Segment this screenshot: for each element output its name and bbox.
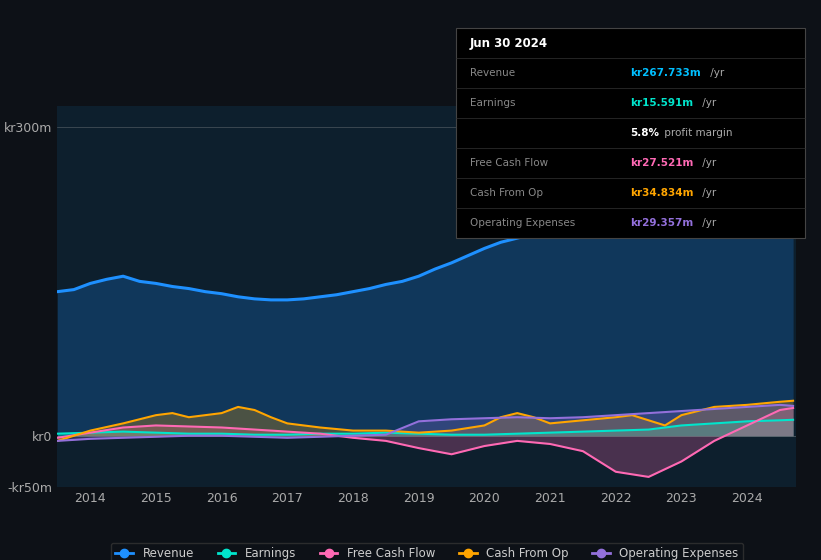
- Legend: Revenue, Earnings, Free Cash Flow, Cash From Op, Operating Expenses: Revenue, Earnings, Free Cash Flow, Cash …: [111, 543, 743, 560]
- Text: /yr: /yr: [699, 158, 717, 168]
- Text: Free Cash Flow: Free Cash Flow: [470, 158, 548, 168]
- Text: kr34.834m: kr34.834m: [631, 188, 694, 198]
- Text: kr267.733m: kr267.733m: [631, 68, 701, 78]
- Text: Earnings: Earnings: [470, 98, 515, 108]
- Text: /yr: /yr: [699, 98, 717, 108]
- FancyBboxPatch shape: [456, 28, 805, 238]
- Text: /yr: /yr: [699, 188, 717, 198]
- Text: /yr: /yr: [699, 218, 717, 228]
- Text: kr15.591m: kr15.591m: [631, 98, 693, 108]
- Text: Jun 30 2024: Jun 30 2024: [470, 36, 548, 49]
- Text: kr29.357m: kr29.357m: [631, 218, 694, 228]
- Text: 5.8%: 5.8%: [631, 128, 659, 138]
- Text: Revenue: Revenue: [470, 68, 515, 78]
- Text: kr27.521m: kr27.521m: [631, 158, 694, 168]
- Text: Operating Expenses: Operating Expenses: [470, 218, 575, 228]
- Text: profit margin: profit margin: [661, 128, 732, 138]
- Text: Cash From Op: Cash From Op: [470, 188, 543, 198]
- Text: /yr: /yr: [707, 68, 724, 78]
